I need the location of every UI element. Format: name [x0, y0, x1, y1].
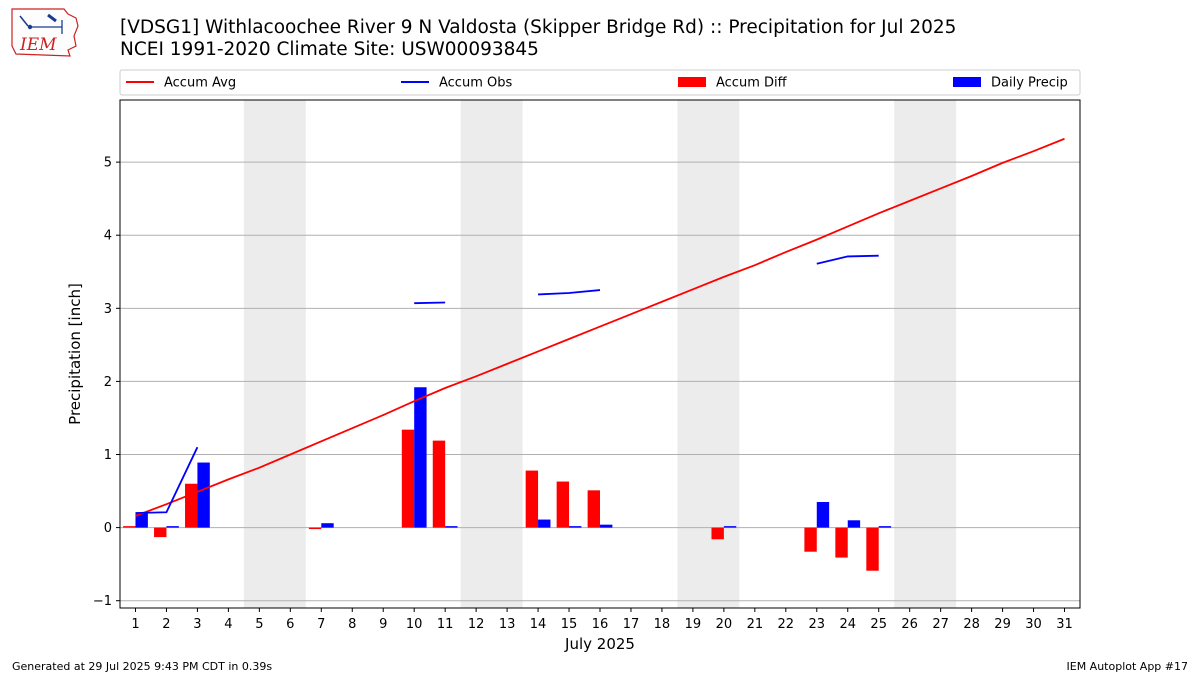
x-tick-label: 5: [255, 617, 263, 632]
x-tick-label: 15: [561, 617, 578, 632]
x-tick-label: 26: [901, 617, 918, 632]
x-tick-label: 18: [654, 617, 671, 632]
y-tick-label: 5: [104, 156, 112, 171]
bars: [123, 387, 892, 571]
weekend-band-3: [677, 100, 740, 608]
x-tick-label: 7: [317, 617, 325, 632]
x-tick-label: 16: [592, 617, 609, 632]
x-tick-label: 20: [716, 617, 733, 632]
x-tick-label: 13: [499, 617, 516, 632]
daily-precip-bar-24: [847, 520, 861, 528]
legend-label-daily-precip: Daily Precip: [991, 76, 1068, 91]
x-tick-label: 4: [224, 617, 232, 632]
x-tick-label: 24: [839, 617, 856, 632]
x-tick-label: 21: [747, 617, 764, 632]
x-tick-label: 3: [193, 617, 201, 632]
weekend-band-1: [243, 100, 306, 608]
daily-precip-bar-15: [569, 526, 582, 528]
accum-obs-line: [816, 254, 879, 265]
x-tick-label: 31: [1056, 617, 1073, 632]
accum-diff-bar-10: [401, 429, 415, 528]
accum-obs-line: [414, 301, 446, 305]
x-tick-label: 29: [994, 617, 1011, 632]
accum-diff-bar-20: [711, 527, 724, 540]
footer-generated: Generated at 29 Jul 2025 9:43 PM CDT in …: [12, 660, 273, 673]
legend-label-accum-avg: Accum Avg: [164, 76, 236, 91]
chart-subtitle: NCEI 1991-2020 Climate Site: USW00093845: [120, 39, 539, 60]
x-tick-label: 30: [1025, 617, 1042, 632]
weekend-band-2: [460, 100, 523, 608]
accum-diff-bar-1: [123, 526, 136, 528]
daily-precip-bar-2: [166, 526, 179, 528]
daily-precip-bar-16: [600, 524, 613, 528]
y-tick-label: 2: [104, 375, 112, 390]
x-tick-label: 28: [963, 617, 980, 632]
accum-diff-bar-15: [556, 481, 570, 528]
x-tick-label: 23: [809, 617, 826, 632]
iem-logo: IEM: [11, 8, 79, 57]
accum-diff-bar-2: [154, 527, 167, 538]
y-ticks: −1 0 1 2 3 4 5: [93, 156, 120, 609]
accum-avg-line: [135, 137, 1065, 517]
accum-diff-bar-3: [185, 483, 198, 528]
accum-obs-line: [538, 289, 601, 296]
weekend-band-4: [894, 100, 957, 608]
x-tick-label: 14: [530, 617, 547, 632]
x-tick-label: 2: [162, 617, 170, 632]
daily-precip-bar-7: [321, 523, 334, 528]
x-tick-label: 17: [623, 617, 640, 632]
x-tick-label: 8: [348, 617, 356, 632]
weekend-shading: [243, 100, 957, 608]
accum-diff-bar-11: [432, 440, 446, 528]
legend-swatch-accum-diff: [678, 77, 706, 87]
chart-title: [VDSG1] Withlacoochee River 9 N Valdosta…: [120, 17, 957, 38]
daily-precip-bar-3: [197, 462, 210, 528]
y-tick-label: 3: [104, 302, 112, 317]
daily-precip-bar-20: [723, 526, 737, 528]
legend-label-accum-diff: Accum Diff: [716, 76, 788, 91]
x-axis-label: July 2025: [564, 635, 635, 653]
daily-precip-bar-14: [538, 519, 551, 528]
y-tick-label: 1: [104, 448, 112, 463]
accum-diff-bar-14: [525, 470, 539, 528]
x-tick-label: 1: [131, 617, 139, 632]
x-tick-label: 9: [379, 617, 387, 632]
x-tick-label: 6: [286, 617, 294, 632]
x-tick-label: 27: [932, 617, 949, 632]
footer-app: IEM Autoplot App #17: [1066, 660, 1189, 673]
x-tick-label: 12: [468, 617, 485, 632]
x-tick-label: 22: [778, 617, 795, 632]
legend-swatch-daily-precip: [953, 77, 981, 87]
legend-frame: [119, 69, 1081, 96]
y-axis-label: Precipitation [inch]: [66, 283, 84, 425]
x-ticks: 1 2 3 4 5 6 7 8 9 10 11 12 13 14 15 16 17 18 19 20 21 22 23 24 2…: [131, 608, 1073, 632]
accum-diff-bar-7: [308, 527, 322, 530]
x-tick-label: 25: [870, 617, 887, 632]
y-tick-label: 4: [104, 229, 112, 244]
accum-diff-bar-24: [835, 527, 848, 558]
lines: [135, 137, 1065, 517]
legend: Accum Avg Accum Obs Accum Diff Daily Precip: [119, 69, 1081, 96]
daily-precip-bar-10: [414, 387, 427, 528]
accum-obs-line: [135, 446, 199, 514]
daily-precip-bar-23: [816, 502, 830, 528]
y-tick-label: −1: [93, 594, 112, 609]
daily-precip-bar-1: [135, 512, 148, 528]
accum-diff-bar-16: [587, 490, 600, 528]
logo-text: IEM: [19, 35, 57, 55]
x-tick-label: 11: [437, 617, 454, 632]
x-tick-label: 10: [406, 617, 423, 632]
x-tick-label: 19: [685, 617, 702, 632]
y-tick-label: 0: [104, 521, 112, 536]
legend-label-accum-obs: Accum Obs: [439, 76, 512, 91]
accum-diff-bar-23: [804, 527, 817, 552]
daily-precip-bar-25: [878, 526, 892, 528]
daily-precip-bar-11: [445, 526, 458, 528]
accum-diff-bar-25: [866, 527, 879, 571]
